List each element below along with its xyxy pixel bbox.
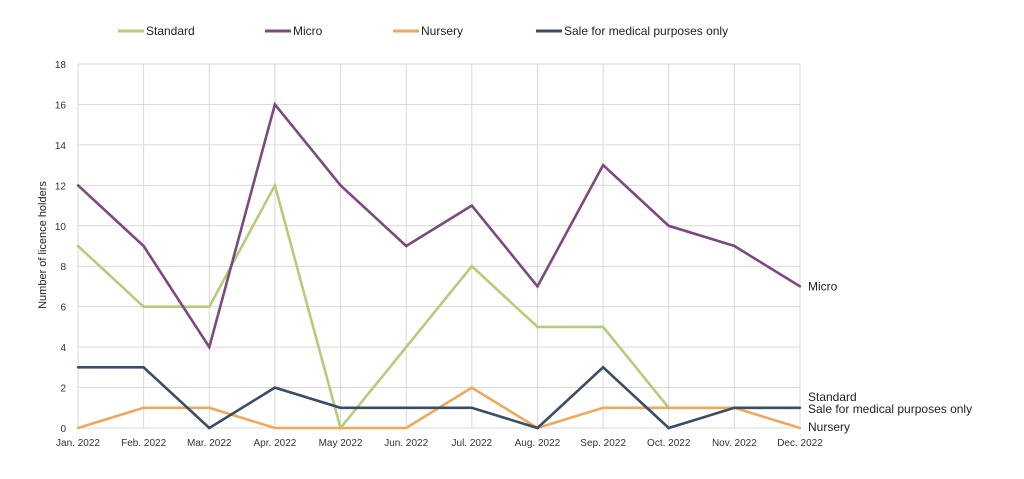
x-axis-ticks: Jan. 2022 Feb. 2022 Mar. 2022 Apr. 2022 May … xyxy=(56,438,823,449)
data-point-sale-for-medical-purposes-only xyxy=(76,366,80,369)
x-tick-label: Jul. 2022 xyxy=(452,438,493,449)
legend-label-standard: Standard xyxy=(146,24,195,38)
gridlines xyxy=(77,63,801,429)
legend-label-sale-for-medical-purposes-only: Sale for medical purposes only xyxy=(564,24,728,38)
data-point-standard xyxy=(208,305,211,308)
data-point-nursery xyxy=(208,406,211,409)
data-point-nursery xyxy=(601,406,605,409)
legend-label-nursery: Nursery xyxy=(421,24,463,38)
series-line-micro xyxy=(77,101,801,351)
x-tick-label: Jan. 2022 xyxy=(56,438,100,449)
data-point-sale-for-medical-purposes-only xyxy=(142,366,145,369)
y-tick-label: 6 xyxy=(60,303,66,314)
data-point-sale-for-medical-purposes-only xyxy=(601,366,605,369)
data-point-micro xyxy=(798,285,802,288)
data-point-standard xyxy=(273,184,277,187)
data-point-micro xyxy=(536,285,539,288)
y-tick-label: 4 xyxy=(60,343,66,354)
data-point-standard xyxy=(536,325,539,329)
data-point-sale-for-medical-purposes-only xyxy=(273,386,277,389)
x-tick-label: Aug. 2022 xyxy=(515,438,561,449)
x-tick-label: Sep. 2022 xyxy=(580,438,626,449)
data-point-sale-for-medical-purposes-only xyxy=(339,406,342,409)
data-point-micro xyxy=(208,345,211,349)
x-tick-label: Feb. 2022 xyxy=(121,438,166,449)
y-tick-label: 8 xyxy=(60,262,66,273)
x-tick-label: Jun. 2022 xyxy=(384,438,428,449)
data-point-micro xyxy=(470,204,474,207)
y-axis-ticks: 0 2 4 6 8 10 12 14 16 18 xyxy=(55,60,67,435)
data-point-sale-for-medical-purposes-only xyxy=(798,406,802,409)
legend: Standard Micro Nursery Sale for medical pur… xyxy=(118,24,728,38)
y-tick-label: 12 xyxy=(55,181,67,192)
x-tick-label: Oct. 2022 xyxy=(647,438,691,449)
y-tick-label: 10 xyxy=(55,222,67,233)
series-lines xyxy=(76,101,802,431)
data-point-sale-for-medical-purposes-only xyxy=(667,426,670,430)
data-point-nursery xyxy=(273,426,277,430)
end-label-sale-for-medical-purposes-only: Sale for medical purposes only xyxy=(808,402,972,416)
data-point-nursery xyxy=(667,406,670,409)
data-point-sale-for-medical-purposes-only xyxy=(208,426,211,430)
data-point-sale-for-medical-purposes-only xyxy=(536,426,539,430)
data-point-standard xyxy=(142,305,145,308)
data-point-nursery xyxy=(76,426,80,430)
x-tick-label: Dec. 2022 xyxy=(777,438,823,449)
x-tick-label: May 2022 xyxy=(319,438,363,449)
data-point-sale-for-medical-purposes-only xyxy=(470,406,474,409)
data-point-sale-for-medical-purposes-only xyxy=(404,406,408,409)
end-label-standard: Standard xyxy=(808,390,857,404)
data-point-standard xyxy=(601,325,605,329)
series-sale-for-medical-purposes-only xyxy=(76,365,802,430)
data-point-sale-for-medical-purposes-only xyxy=(733,406,736,409)
data-point-micro xyxy=(404,244,408,248)
data-point-standard xyxy=(404,345,408,349)
end-label-nursery: Nursery xyxy=(808,420,850,434)
y-axis-title: Number of licence holders xyxy=(37,181,49,309)
data-point-nursery xyxy=(142,406,145,409)
data-point-nursery xyxy=(339,426,342,430)
data-point-micro xyxy=(339,184,342,187)
series-line-sale-for-medical-purposes-only xyxy=(78,365,800,430)
data-point-nursery xyxy=(798,426,802,430)
series-micro xyxy=(76,101,802,351)
x-tick-label: Mar. 2022 xyxy=(187,438,232,449)
legend-label-micro: Micro xyxy=(293,24,323,38)
y-tick-label: 0 xyxy=(60,424,66,435)
data-point-micro xyxy=(733,244,736,248)
data-point-nursery xyxy=(470,386,474,389)
data-point-micro xyxy=(142,244,145,248)
data-point-micro xyxy=(273,103,277,106)
data-point-micro xyxy=(667,224,670,227)
x-tick-label: Apr. 2022 xyxy=(254,438,297,449)
x-tick-label: Nov. 2022 xyxy=(712,438,757,449)
data-point-micro xyxy=(601,163,605,167)
y-tick-label: 16 xyxy=(55,100,67,111)
y-tick-label: 18 xyxy=(55,60,67,71)
data-point-nursery xyxy=(404,426,408,430)
y-tick-label: 2 xyxy=(60,384,66,395)
data-point-standard xyxy=(76,244,80,248)
end-label-micro: Micro xyxy=(808,279,838,293)
y-tick-label: 14 xyxy=(55,141,67,152)
data-point-standard xyxy=(470,265,474,268)
data-point-micro xyxy=(76,184,80,187)
